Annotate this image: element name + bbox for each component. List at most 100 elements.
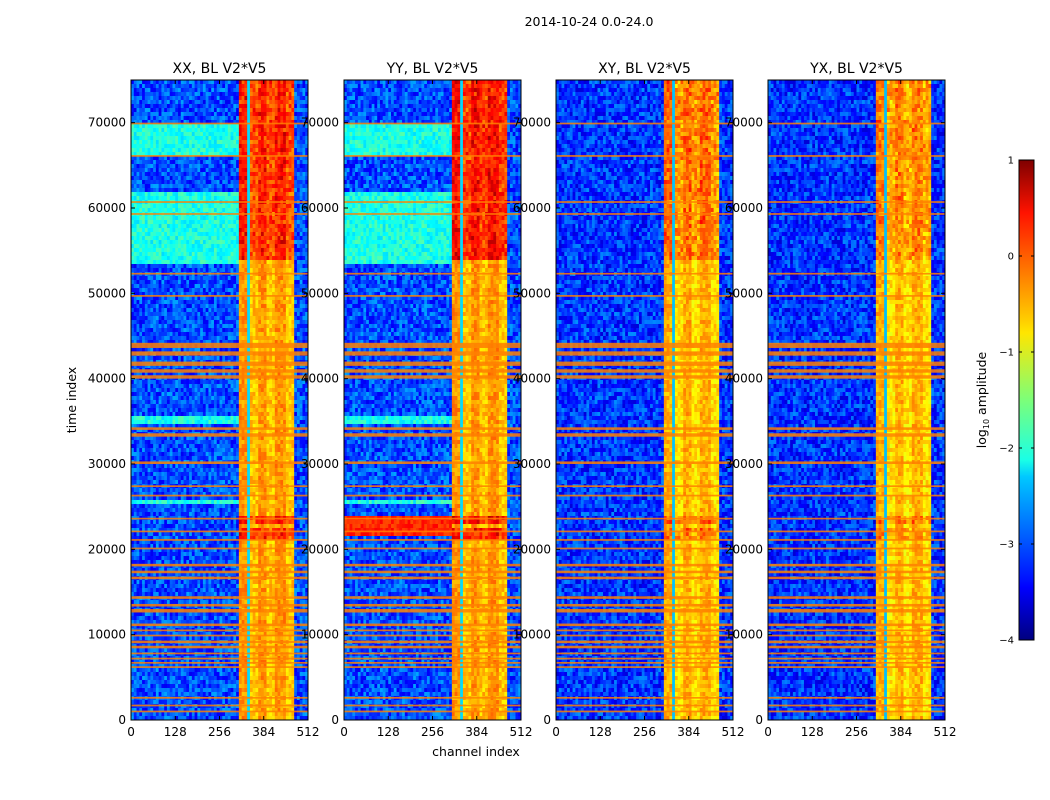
heatmap-cell: [300, 244, 303, 248]
heatmap-cell: [297, 160, 300, 164]
heatmap-cell: [220, 332, 223, 336]
heatmap-cell: [255, 92, 258, 96]
heatmap-cell: [145, 288, 148, 292]
heatmap-cell: [244, 256, 247, 260]
heatmap-cell: [170, 204, 173, 208]
heatmap-cell: [239, 268, 242, 272]
heatmap-cell: [247, 264, 250, 268]
heatmap-cell: [264, 288, 267, 292]
heatmap-cell: [211, 256, 214, 260]
heatmap-cell: [272, 280, 275, 284]
heatmap-cell: [272, 324, 275, 328]
heatmap-cell: [189, 324, 192, 328]
heatmap-cell: [294, 96, 297, 100]
heatmap-cell: [236, 92, 239, 96]
heatmap-cell: [291, 160, 294, 164]
heatmap-cell: [272, 388, 275, 392]
heatmap-cell: [236, 328, 239, 332]
heatmap-cell: [272, 256, 275, 260]
heatmap-cell: [178, 312, 181, 316]
heatmap-cell: [217, 260, 220, 264]
heatmap-cell: [203, 244, 206, 248]
heatmap-cell: [242, 112, 245, 116]
heatmap-cell: [148, 184, 151, 188]
heatmap-cell: [208, 268, 211, 272]
heatmap-cell: [192, 176, 195, 180]
heatmap-cell: [244, 324, 247, 328]
heatmap-cell: [137, 112, 140, 116]
heatmap-cell: [247, 128, 250, 132]
heatmap-cell: [278, 252, 281, 256]
heatmap-cell: [181, 164, 184, 168]
heatmap-cell: [233, 208, 236, 212]
heatmap-cell: [214, 104, 217, 108]
heatmap-cell: [142, 208, 145, 212]
heatmap-cell: [289, 260, 292, 264]
heatmap-cell: [192, 180, 195, 184]
heatmap-cell: [253, 116, 256, 120]
heatmap-cell: [269, 236, 272, 240]
heatmap-cell: [197, 320, 200, 324]
heatmap-cell: [222, 124, 225, 128]
heatmap-cell: [275, 208, 278, 212]
heatmap-cell: [150, 88, 153, 92]
heatmap-cell: [242, 192, 245, 196]
heatmap-cell: [297, 108, 300, 112]
heatmap-cell: [150, 160, 153, 164]
heatmap-cell: [192, 216, 195, 220]
heatmap-cell: [192, 320, 195, 324]
heatmap-cell: [197, 264, 200, 268]
heatmap-cell: [278, 144, 281, 148]
heatmap-cell: [250, 176, 253, 180]
heatmap-cell: [142, 124, 145, 128]
heatmap-cell: [283, 256, 286, 260]
heatmap-cell: [267, 240, 270, 244]
heatmap-cell: [159, 140, 162, 144]
heatmap-cell: [250, 220, 253, 224]
heatmap-cell: [244, 124, 247, 128]
heatmap-cell: [208, 180, 211, 184]
heatmap-cell: [297, 308, 300, 312]
heatmap-cell: [239, 288, 242, 292]
heatmap-cell: [269, 172, 272, 176]
heatmap-cell: [255, 304, 258, 308]
heatmap-cell: [239, 216, 242, 220]
heatmap-cell: [294, 252, 297, 256]
heatmap-cell: [225, 240, 228, 244]
heatmap-cell: [220, 308, 223, 312]
heatmap-cell: [164, 252, 167, 256]
heatmap-cell: [236, 284, 239, 288]
heatmap-cell: [211, 260, 214, 264]
heatmap-cell: [222, 136, 225, 140]
heatmap-cell: [172, 320, 175, 324]
heatmap-cell: [222, 324, 225, 328]
heatmap-cell: [189, 336, 192, 340]
heatmap-cell: [231, 316, 234, 320]
heatmap-cell: [159, 100, 162, 104]
heatmap-cell: [159, 232, 162, 236]
heatmap-cell: [167, 228, 170, 232]
heatmap-cell: [145, 308, 148, 312]
heatmap-cell: [170, 312, 173, 316]
heatmap-cell: [184, 284, 187, 288]
heatmap-cell: [159, 320, 162, 324]
heatmap-cell: [291, 240, 294, 244]
heatmap-cell: [192, 112, 195, 116]
heatmap-cell: [278, 248, 281, 252]
heatmap-cell: [244, 320, 247, 324]
heatmap-cell: [181, 220, 184, 224]
heatmap-cell: [261, 144, 264, 148]
heatmap-cell: [134, 380, 137, 384]
heatmap-cell: [225, 144, 228, 148]
heatmap-cell: [225, 304, 228, 308]
heatmap-cell: [195, 80, 198, 84]
heatmap-cell: [302, 332, 305, 336]
heatmap-cell: [228, 260, 231, 264]
heatmap-cell: [211, 140, 214, 144]
heatmap-cell: [294, 308, 297, 312]
heatmap-cell: [161, 168, 164, 172]
heatmap-cell: [203, 288, 206, 292]
heatmap-cell: [297, 132, 300, 136]
heatmap-cell: [145, 244, 148, 248]
heatmap-cell: [192, 228, 195, 232]
